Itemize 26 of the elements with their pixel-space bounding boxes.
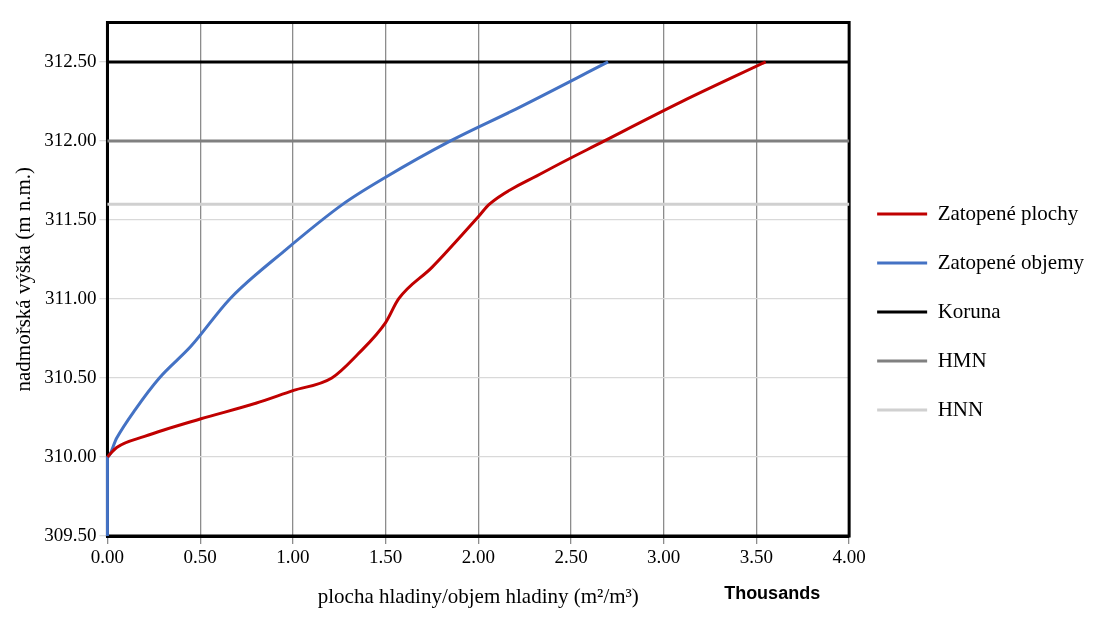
- x-tick-label: 1.00: [276, 546, 310, 568]
- text: Thousands: [724, 582, 821, 603]
- y-tick-label: 312.00: [44, 128, 97, 150]
- legend-label: Zatopené plochy: [937, 200, 1079, 225]
- y-tick-label: 310.50: [44, 365, 97, 387]
- legend-label: HNN: [937, 396, 984, 421]
- y-axis-title: nadmořská výška (m n.m.): [11, 166, 36, 392]
- legend-label: Zatopené objemy: [937, 249, 1085, 274]
- legend-label: HMN: [937, 347, 987, 372]
- y-tick-label: 311.00: [44, 286, 97, 308]
- x-tick-label: 2.50: [554, 546, 588, 568]
- y-tick-label: 311.50: [44, 207, 97, 229]
- x-axis-title: plocha hladiny/objem hladiny (m²/m³): [317, 583, 639, 608]
- y-tick-label: 309.50: [44, 523, 97, 545]
- x-tick-label: 3.50: [739, 546, 774, 568]
- x-tick-label: 3.00: [647, 546, 681, 568]
- line-series: [105, 60, 610, 538]
- y-tick-label: 312.50: [44, 49, 97, 71]
- x-tick-label: 0.00: [90, 546, 125, 568]
- x-tick-label: 2.00: [461, 546, 495, 568]
- x-tick-label: 0.50: [183, 546, 217, 568]
- x-tick-label: 4.00: [832, 546, 866, 568]
- x-tick-label: 1.50: [368, 546, 403, 568]
- y-tick-label: 310.00: [44, 444, 97, 466]
- line-series: [105, 60, 768, 459]
- legend-label: Koruna: [937, 298, 1002, 323]
